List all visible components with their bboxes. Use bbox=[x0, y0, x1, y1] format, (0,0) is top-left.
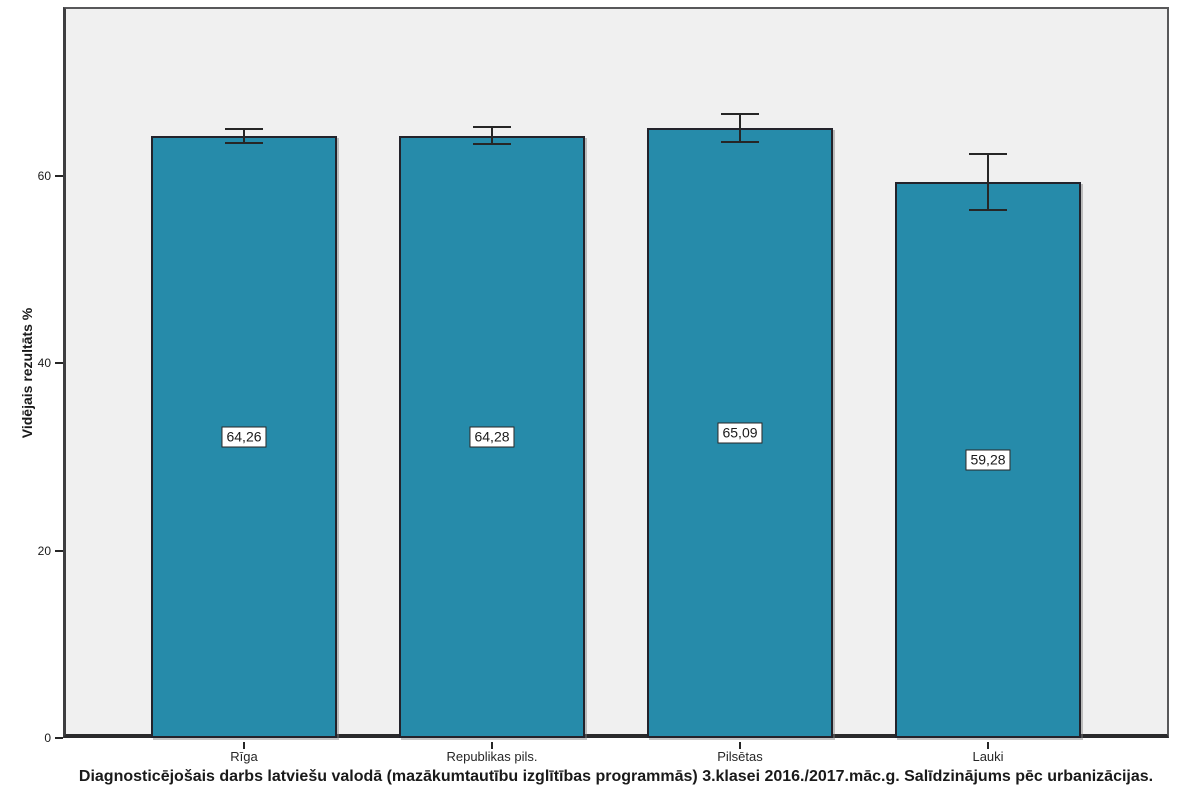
error-bar-cap-bottom bbox=[969, 209, 1007, 212]
y-tick-label: 40 bbox=[37, 356, 51, 371]
error-bar-line bbox=[243, 128, 245, 143]
error-bar-cap-bottom bbox=[473, 142, 511, 145]
y-tick bbox=[55, 362, 63, 365]
x-tick-label: Rīga bbox=[230, 749, 258, 764]
y-tick-label: 20 bbox=[37, 543, 51, 558]
error-bar-cap-bottom bbox=[721, 140, 759, 143]
error-bar-line bbox=[987, 154, 989, 211]
y-tick bbox=[55, 174, 63, 177]
bar-value-label: 64,26 bbox=[221, 426, 267, 448]
error-bar-cap-top bbox=[721, 112, 759, 115]
error-bar-cap-bottom bbox=[225, 141, 263, 144]
x-tick-label: Pilsētas bbox=[717, 749, 763, 764]
x-tick bbox=[243, 742, 245, 749]
x-tick bbox=[739, 742, 741, 749]
y-axis-title: Vidējais rezultāts % bbox=[19, 307, 35, 438]
bar-value-label: 64,28 bbox=[469, 426, 515, 448]
x-tick-label: Lauki bbox=[972, 749, 1004, 764]
y-tick bbox=[55, 737, 63, 739]
x-tick bbox=[491, 742, 493, 749]
chart-title: Diagnosticējošais darbs latviešu valodā … bbox=[78, 768, 1154, 785]
error-bar-line bbox=[739, 113, 741, 142]
bar-value-label: 65,09 bbox=[717, 422, 763, 444]
error-bar-cap-top bbox=[225, 127, 263, 130]
bar-value-label: 59,28 bbox=[965, 449, 1011, 471]
error-bar-line bbox=[491, 126, 493, 144]
y-tick-label: 0 bbox=[44, 731, 51, 745]
x-tick bbox=[987, 742, 989, 749]
y-tick-label: 60 bbox=[37, 168, 51, 183]
error-bar-cap-top bbox=[473, 125, 511, 128]
y-tick bbox=[55, 549, 63, 552]
x-tick-label: Republikas pils. bbox=[446, 749, 538, 764]
error-bar-cap-top bbox=[969, 153, 1007, 156]
